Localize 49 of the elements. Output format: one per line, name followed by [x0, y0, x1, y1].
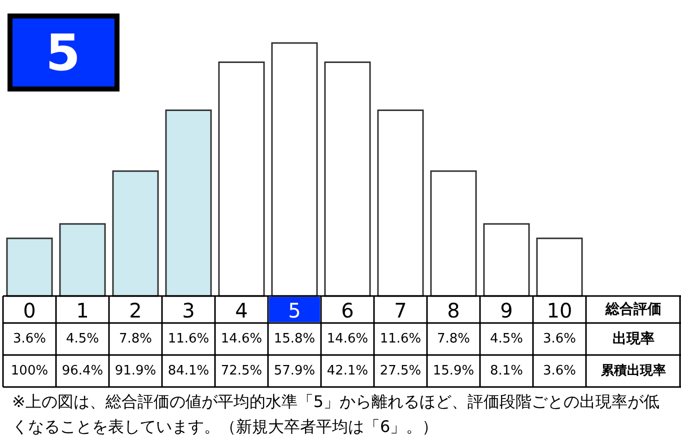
- bar: [483, 223, 530, 297]
- bar: [165, 110, 212, 297]
- text: 3.6%: [542, 364, 576, 378]
- text: 91.9%: [114, 364, 156, 378]
- x-tick-label: 1: [76, 298, 89, 322]
- data-label: 7.8%: [436, 332, 470, 346]
- bar: [377, 110, 424, 297]
- text: 72.5%: [220, 364, 262, 378]
- bar: [536, 238, 583, 297]
- data-label: 7.8%: [118, 332, 152, 346]
- text: 累積出現率: [600, 362, 666, 378]
- x-tick-label: 8: [447, 298, 460, 322]
- x-tick-label: 9: [500, 298, 513, 322]
- x-tick-label: 3: [182, 298, 195, 322]
- data-label: 15.8%: [274, 332, 316, 346]
- x-tick-label: 6: [341, 298, 354, 322]
- x-tick-label: 10: [546, 298, 572, 322]
- bar: [112, 170, 159, 297]
- text: 出現率: [612, 330, 654, 347]
- annotation: 5: [46, 24, 80, 82]
- bar: [59, 223, 106, 297]
- data-label: 4.5%: [490, 332, 524, 346]
- data-label: 4.5%: [66, 332, 100, 346]
- bar: [218, 61, 265, 297]
- x-tick-label: 0: [23, 298, 36, 322]
- x-axis-title: 総合評価: [604, 300, 662, 318]
- data-label: 3.6%: [542, 332, 576, 346]
- data-label: 11.6%: [380, 332, 422, 346]
- badge: 5: [8, 14, 120, 92]
- x-tick-label: 5: [288, 298, 301, 322]
- text: 42.1%: [326, 364, 368, 378]
- text: 100%: [10, 364, 48, 378]
- bar: [324, 61, 371, 297]
- data-label: 14.6%: [220, 332, 262, 346]
- text: ※上の図は、総合評価の値が平均的水準「5」から離れるほど、評価段階ごとの出現率が低くなることを表しています。（新規大卒者平均は「6」。）: [12, 391, 661, 438]
- text: 57.9%: [274, 364, 316, 378]
- text: 8.1%: [490, 364, 524, 378]
- data-label: 14.6%: [326, 332, 368, 346]
- x-tick-label: 4: [235, 298, 248, 322]
- bar: [430, 170, 477, 297]
- data-label: 3.6%: [12, 332, 46, 346]
- text: 27.5%: [380, 364, 422, 378]
- x-tick-label: 7: [394, 298, 407, 322]
- data-label: 11.6%: [168, 332, 210, 346]
- x-tick-label: 2: [129, 298, 142, 322]
- bar: [6, 238, 53, 297]
- text: 15.9%: [432, 364, 474, 378]
- text: 84.1%: [168, 364, 210, 378]
- text: 96.4%: [62, 364, 104, 378]
